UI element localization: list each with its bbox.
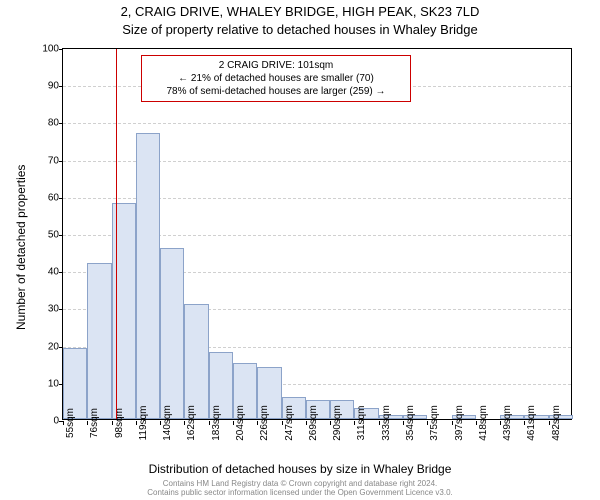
x-axis-label: Distribution of detached houses by size …	[0, 462, 600, 476]
x-tick-label: 226sqm	[259, 405, 270, 441]
x-tick-label: 55sqm	[65, 408, 76, 438]
x-tick-mark	[257, 421, 258, 425]
histogram-bar	[136, 133, 160, 419]
y-tick-label: 20	[48, 341, 59, 352]
x-tick-label: 397sqm	[454, 405, 465, 441]
y-axis-label: Number of detached properties	[14, 165, 28, 330]
x-tick-mark	[427, 421, 428, 425]
x-tick-mark	[476, 421, 477, 425]
y-tick-mark	[59, 49, 63, 50]
reference-line	[116, 49, 117, 419]
x-tick-label: 375sqm	[429, 405, 440, 441]
x-tick-label: 183sqm	[211, 405, 222, 441]
x-tick-mark	[403, 421, 404, 425]
y-tick-label: 60	[48, 192, 59, 203]
y-tick-mark	[59, 123, 63, 124]
x-tick-label: 76sqm	[89, 408, 100, 438]
x-tick-label: 162sqm	[186, 405, 197, 441]
x-tick-label: 461sqm	[526, 405, 537, 441]
y-tick-mark	[59, 198, 63, 199]
x-tick-label: 140sqm	[162, 405, 173, 441]
x-tick-mark	[160, 421, 161, 425]
y-tick-label: 40	[48, 267, 59, 278]
y-tick-label: 30	[48, 304, 59, 315]
x-tick-label: 418sqm	[478, 405, 489, 441]
y-tick-label: 10	[48, 378, 59, 389]
histogram-bar	[184, 304, 208, 419]
x-tick-label: 290sqm	[332, 405, 343, 441]
y-tick-mark	[59, 235, 63, 236]
x-tick-mark	[282, 421, 283, 425]
x-tick-mark	[452, 421, 453, 425]
x-tick-label: 333sqm	[381, 405, 392, 441]
x-tick-mark	[354, 421, 355, 425]
x-tick-mark	[524, 421, 525, 425]
x-tick-mark	[233, 421, 234, 425]
x-tick-mark	[500, 421, 501, 425]
annotation-line2: ← 21% of detached houses are smaller (70…	[148, 72, 404, 85]
x-tick-label: 247sqm	[284, 405, 295, 441]
annotation-box: 2 CRAIG DRIVE: 101sqm← 21% of detached h…	[141, 55, 411, 102]
x-tick-mark	[330, 421, 331, 425]
x-tick-label: 311sqm	[356, 406, 367, 441]
x-tick-mark	[549, 421, 550, 425]
gridline	[63, 123, 571, 124]
x-tick-label: 269sqm	[308, 405, 319, 441]
x-tick-mark	[136, 421, 137, 425]
y-tick-label: 80	[48, 118, 59, 129]
annotation-line3: 78% of semi-detached houses are larger (…	[148, 85, 404, 98]
chart-title-line2: Size of property relative to detached ho…	[0, 22, 600, 37]
histogram-bar	[160, 248, 184, 419]
y-tick-mark	[59, 309, 63, 310]
plot-area: 010203040506070809010055sqm76sqm98sqm119…	[62, 48, 572, 420]
x-tick-label: 204sqm	[235, 405, 246, 441]
y-tick-label: 100	[42, 44, 59, 55]
chart-title-line1: 2, CRAIG DRIVE, WHALEY BRIDGE, HIGH PEAK…	[0, 4, 600, 19]
footnote-line2: Contains public sector information licen…	[147, 488, 453, 497]
x-tick-label: 354sqm	[405, 405, 416, 441]
x-tick-label: 439sqm	[502, 405, 513, 441]
footnote-line1: Contains HM Land Registry data © Crown c…	[163, 479, 438, 488]
x-tick-mark	[209, 421, 210, 425]
x-tick-mark	[184, 421, 185, 425]
x-tick-label: 119sqm	[138, 406, 149, 441]
x-tick-mark	[87, 421, 88, 425]
x-tick-mark	[112, 421, 113, 425]
y-tick-label: 70	[48, 155, 59, 166]
footnote: Contains HM Land Registry data © Crown c…	[0, 480, 600, 498]
y-tick-mark	[59, 161, 63, 162]
y-tick-label: 50	[48, 230, 59, 241]
x-tick-label: 482sqm	[551, 405, 562, 441]
y-tick-label: 90	[48, 81, 59, 92]
y-tick-mark	[59, 86, 63, 87]
x-tick-mark	[379, 421, 380, 425]
annotation-line1: 2 CRAIG DRIVE: 101sqm	[148, 59, 404, 72]
histogram-bar	[87, 263, 111, 419]
y-tick-mark	[59, 272, 63, 273]
x-tick-mark	[306, 421, 307, 425]
x-tick-mark	[63, 421, 64, 425]
